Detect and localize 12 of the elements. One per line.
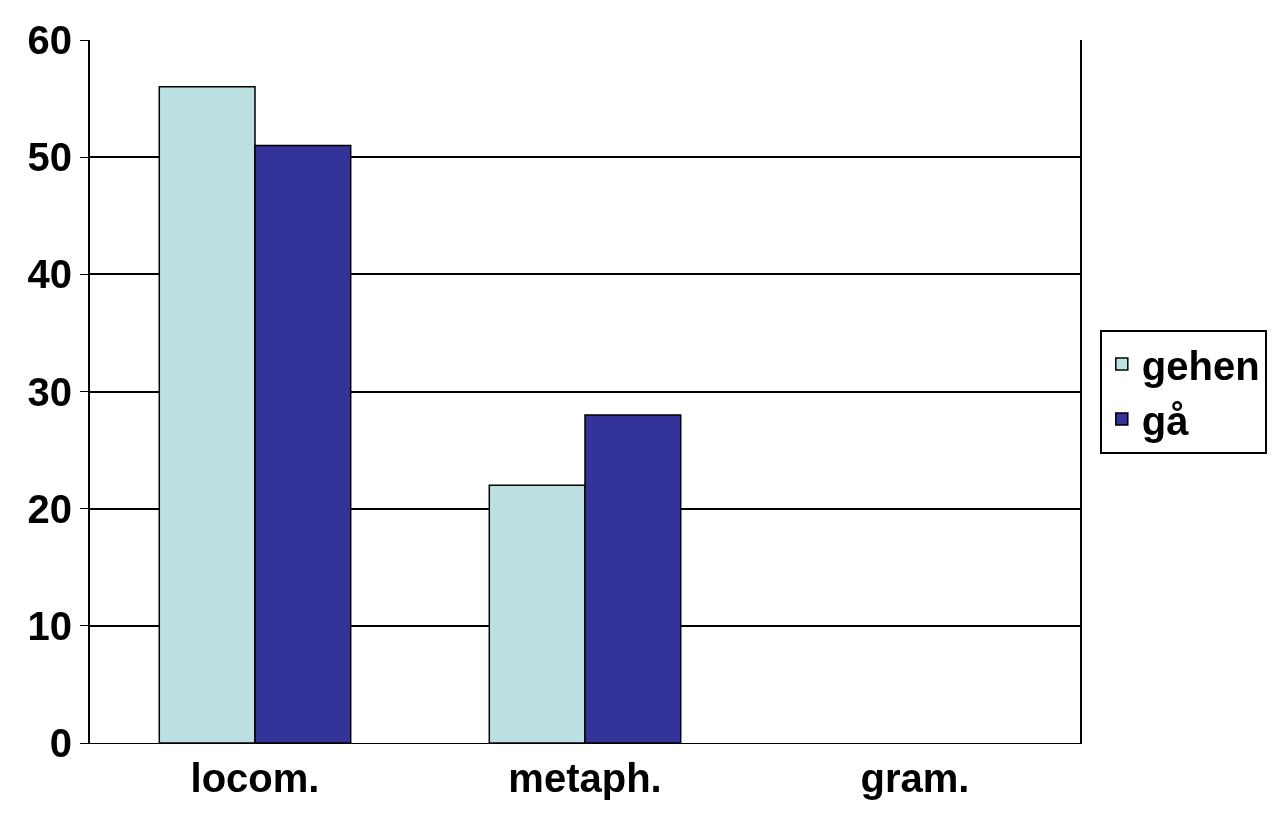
x-tick-label: metaph. bbox=[508, 756, 662, 800]
legend-label: gehen bbox=[1141, 343, 1260, 388]
y-tick-label: 10 bbox=[27, 603, 72, 648]
y-tick-label: 30 bbox=[27, 369, 72, 414]
y-tick-label: 20 bbox=[27, 486, 72, 531]
legend-label: gå bbox=[1141, 398, 1190, 443]
y-tick-label: 40 bbox=[27, 252, 72, 297]
x-tick-label: locom. bbox=[190, 756, 320, 800]
y-tick-label: 50 bbox=[27, 135, 72, 180]
y-tick-label: 0 bbox=[49, 721, 72, 765]
x-tick-label: gram. bbox=[860, 756, 970, 800]
y-tick-label: 60 bbox=[27, 18, 72, 62]
